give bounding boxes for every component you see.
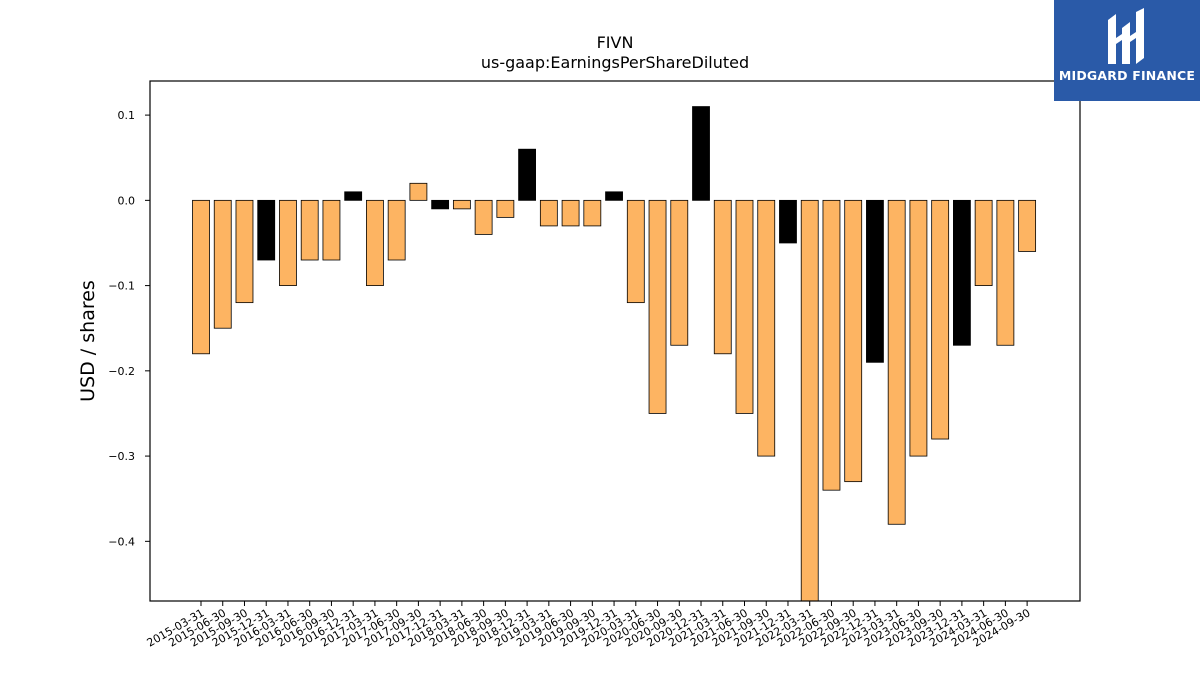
bar-2020-09-30 [670,199,689,346]
bar-2018-06-30 [474,199,493,235]
bar-2022-06-30 [822,199,841,491]
plot-frame [149,80,1081,602]
bar-2020-12-31 [692,106,710,201]
bar-2022-12-31 [866,199,884,363]
brand-logo: MIDGARD FINANCE [1054,0,1200,101]
y-tick-label: −0.2 [108,365,135,378]
bar-2021-03-31 [713,199,732,355]
bar-2020-06-30 [648,199,667,414]
bar-2015-09-30 [235,199,254,304]
bar-2024-09-30 [1018,199,1037,252]
bar-2024-03-31 [974,199,993,286]
bar-2019-06-30 [561,199,580,227]
x-axis-ticks: 2015-03-312015-06-302015-09-302015-12-31… [145,601,1033,650]
bar-2023-03-31 [887,199,906,525]
bar-2019-03-31 [539,199,558,227]
bar-2020-03-31 [626,199,645,304]
bar-2021-06-30 [735,199,754,414]
bar-2019-12-31 [605,191,623,201]
bar-2017-09-30 [409,182,428,201]
bar-2016-12-31 [344,191,363,201]
bar-2021-12-31 [779,199,797,244]
bar-2016-09-30 [322,199,341,261]
y-axis-label: USD / shares [77,280,99,402]
bar-2021-09-30 [757,199,776,457]
logo-text: MIDGARD FINANCE [1058,68,1196,83]
y-tick-label: 0.1 [118,109,136,122]
bar-2015-06-30 [213,199,232,329]
midgard-logo-icon [1108,8,1144,64]
bar-2018-12-31 [518,148,536,201]
y-tick-label: −0.4 [108,535,135,548]
y-axis-ticks: 0.1 0.0 −0.1 −0.2 −0.3 −0.4 [108,109,150,548]
chart-subtitle: us-gaap:EarningsPerShareDiluted [481,53,749,72]
bar-2024-06-30 [996,199,1015,346]
bar-2017-03-31 [366,199,384,286]
bar-2018-09-30 [496,199,515,218]
bar-2023-09-30 [931,199,950,440]
bar-2019-09-30 [583,199,602,227]
y-tick-label: −0.1 [108,280,135,293]
bar-2022-09-30 [844,199,863,483]
bar-2016-06-30 [300,199,319,261]
bar-2017-06-30 [387,199,406,261]
bar-2023-06-30 [909,199,928,457]
bar-2023-12-31 [953,199,971,346]
bar-2018-03-31 [452,199,471,210]
bar-2017-12-31 [431,199,450,210]
chart-title: FIVN [597,33,634,52]
y-tick-label: 0.0 [118,194,136,207]
bar-2016-03-31 [279,199,297,286]
bar-2022-03-31 [800,199,819,602]
bar-2015-03-31 [192,199,210,355]
bar-2015-12-31 [257,199,276,261]
y-tick-label: −0.3 [108,450,135,463]
bars-group [192,106,1037,602]
